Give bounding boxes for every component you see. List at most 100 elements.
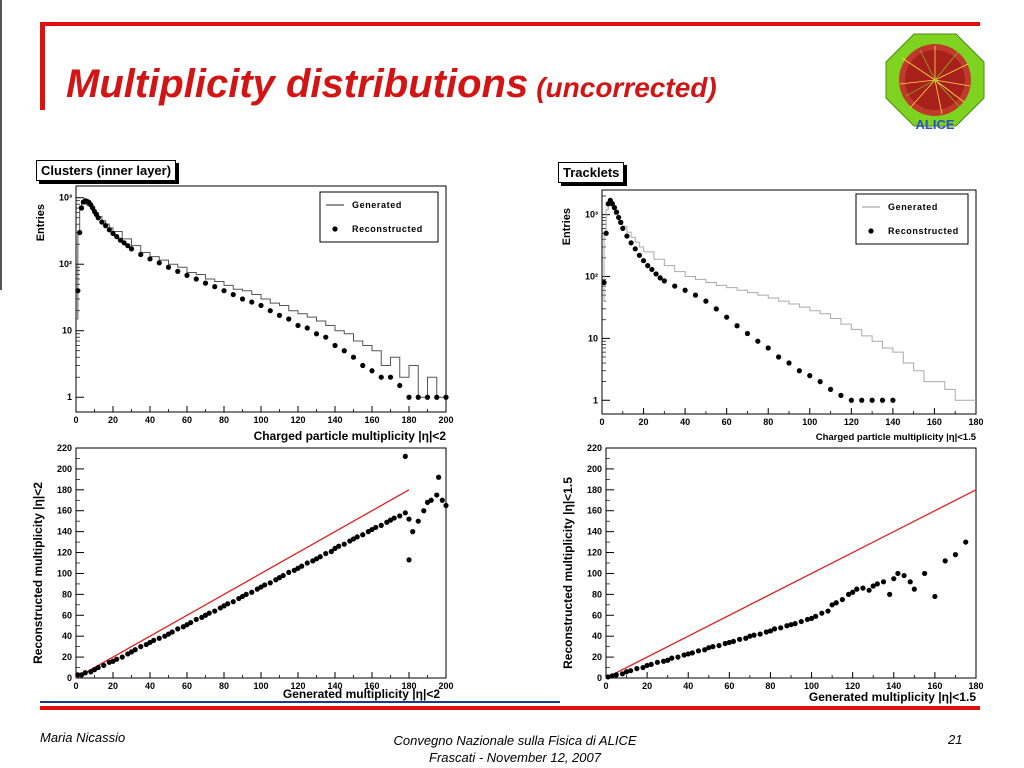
clusters_dist-xtick-label: 0 [73,415,78,425]
clusters_dist-data-point [323,334,329,340]
tracklets_corr-data-point [716,642,722,649]
tracklets_dist-xtick-label: 20 [639,417,649,427]
tracklets_dist-xtick-label: 180 [968,417,983,427]
clusters_dist-data-point [258,302,264,309]
clusters_dist-data-point [341,348,347,354]
tracklets_dist-data-point [682,287,688,293]
clusters_corr-data-point [193,616,199,623]
clusters_corr-data-point [138,644,144,650]
tracklets_dist-data-point [807,373,813,379]
tracklets_corr-data-point [788,622,794,628]
clusters_corr-data-point [402,510,408,516]
tracklets_dist-data-point [636,252,643,258]
clusters_dist-ytick-label: 1 [67,392,72,402]
tracklets_corr-data-point [605,674,611,680]
clusters_corr-ytick-label: 140 [57,527,72,537]
tracklets_corr-data-point [845,591,852,597]
clusters_dist-ylabel: Entries [35,204,47,241]
tracklets_dist-legend-marker-icon [868,228,874,234]
clusters_dist-chart: 0 20 40 60 80 100 120 140 160 180 200 1 10 10² 10³ Char… [35,185,454,443]
tracklets_corr-data-point [778,625,784,631]
clusters_corr-ytick-label: 20 [62,652,72,662]
footer-conference-line2: Frascati - November 12, 2007 [429,750,601,765]
clusters_corr-data-point [267,580,273,586]
clusters_corr-xtick-label: 20 [108,681,118,691]
clusters_corr-ytick-label: 220 [57,443,72,453]
tracklets_dist-xlabel: Charged particle multiplicity |η|<1.5 [816,432,977,443]
tracklets_corr-ytick-label: 40 [592,631,602,641]
clusters_dist-data-point [332,342,338,349]
tracklets_dist-data-point [796,368,802,374]
clusters_dist-data-point [406,394,412,400]
clusters_dist-data-point [106,227,112,233]
tracklets_corr-data-point [942,558,948,564]
clusters_dist-data-point [103,223,109,229]
tracklets_corr-data-point [730,638,737,645]
clusters_dist-legend: Generated Reconstructed [319,191,439,243]
clusters_corr-xtick-label: 0 [73,681,78,691]
clusters_dist-legend-marker-icon [332,226,338,232]
clusters_corr-data-point [439,497,445,503]
tracklets_corr-data-point [660,658,667,664]
tracklets_corr-data-point [891,576,897,582]
tracklets_dist-data-point [692,292,699,298]
alice-logo-text: ALICE [916,117,955,132]
tracklets_dist-data-point [657,275,663,281]
tracklets_corr-data-point [911,586,917,592]
tracklets_dist-data-point [632,246,638,252]
clusters_corr-data-point [114,656,120,662]
clusters_corr-ytick-label: 100 [57,568,72,578]
clusters_dist-xlabel: Charged particle multiplicity |η|<2 [254,429,447,443]
tracklets_dist-data-point [611,204,618,211]
tracklets_corr-data-point [623,669,630,675]
tracklets_corr-ytick-label: 160 [587,506,602,516]
tracklets_corr-data-point [669,655,675,661]
clusters_dist-xtick-label: 120 [290,415,305,425]
tracklets_dist-data-point [859,397,865,403]
clusters_dist-data-point [147,256,153,262]
clusters_dist-xtick-label: 60 [182,415,192,425]
clusters_corr-data-point [317,554,323,560]
tracklets_dist-legend: Generated Reconstructed [855,193,969,245]
clusters_corr-ytick-label: 160 [57,506,72,516]
tracklets_corr-data-point [665,657,671,663]
tracklets_corr-data-point [874,581,880,587]
footer-author: Maria Nicassio [40,730,126,745]
tracklets_corr-data-point [813,613,819,619]
tracklets_corr-xtick-label: 160 [927,681,942,691]
tracklets_dist-data-point [848,397,854,403]
alice-logo: ALICE [885,33,985,132]
tracklets_corr-data-point [654,659,660,665]
tracklets_dist-data-point [879,397,886,403]
tracklets_corr-data-point [675,654,681,660]
clusters_corr-data-point [212,608,218,614]
clusters_corr-data-point [378,522,384,528]
clusters_dist-data-point [267,308,273,314]
tracklets_dist-data-point [838,392,844,398]
clusters_corr-data-point [354,534,360,540]
tracklets_dist-data-point [734,323,740,329]
clusters_corr-data-point [249,589,255,595]
tracklets_dist-data-point [649,266,655,273]
tracklets_dist-data-point [869,397,875,403]
clusters_corr-data-point [406,516,412,522]
tracklets_dist-xtick-label: 80 [763,417,773,427]
tracklets_corr-data-point [825,608,831,614]
tracklets_corr-xtick-label: 80 [765,681,775,691]
tracklets_dist-data-point [827,386,834,392]
clusters_corr-ytick-label: 60 [62,610,72,620]
tracklets_corr-data-point [839,596,845,603]
clusters_dist-data-point [295,322,301,329]
clusters_dist-data-point [193,276,199,282]
clusters_corr-data-point [304,560,310,566]
clusters_corr-data-point [415,518,421,524]
clusters_corr-frame [75,447,447,679]
tracklets_corr-data-point [695,648,702,654]
tracklets_corr-data-point [743,635,749,641]
slide-title: Multiplicity distributions (uncorrected) [66,62,717,107]
frame-bottom-blue-bar [40,701,560,703]
clusters_corr-data-point [206,610,212,616]
clusters_dist-legend-label: Reconstructed [352,224,423,234]
tracklets_dist-data-point [645,263,651,269]
